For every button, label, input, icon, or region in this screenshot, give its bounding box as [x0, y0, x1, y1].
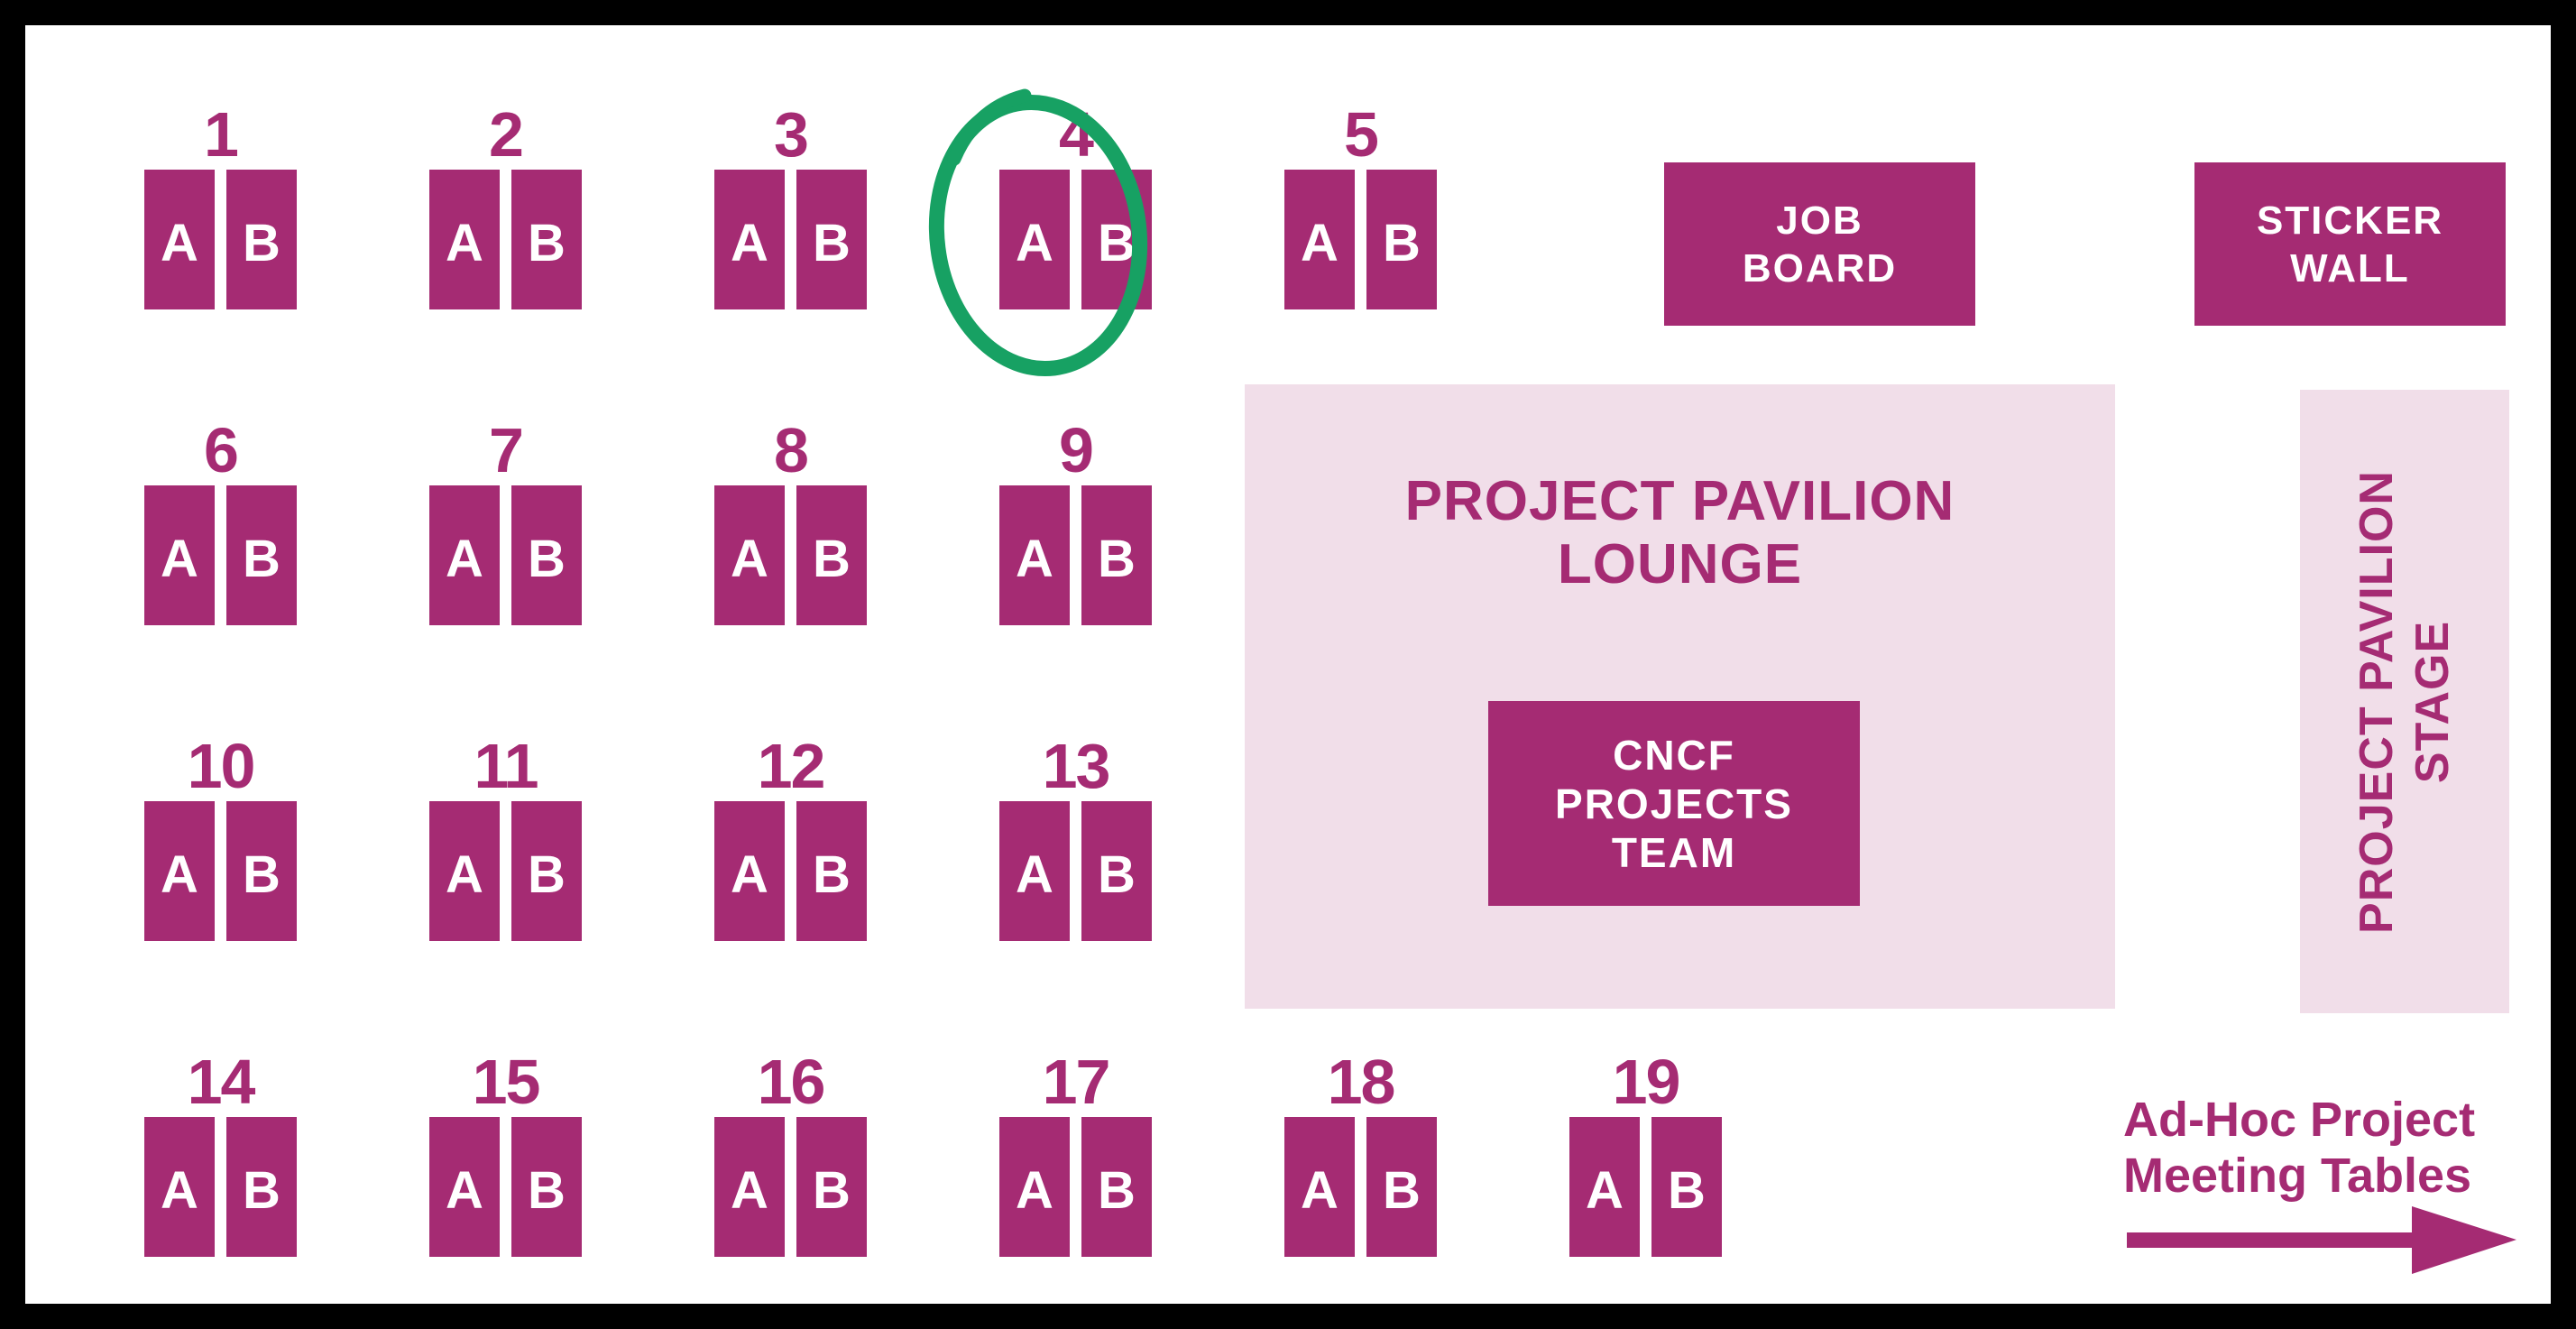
booth-7-unit-b: B: [511, 485, 582, 625]
booth-1-number: 1: [204, 99, 239, 170]
right-arrow-icon: [2127, 1206, 2516, 1274]
booth-16-unit-a: A: [714, 1117, 785, 1257]
highlight-circle-booth-4-icon: [928, 88, 1148, 377]
booth-9: 9 A B: [999, 418, 1152, 627]
job-board-label-line1: JOB: [1776, 198, 1863, 243]
booth-6-number: 6: [204, 415, 239, 485]
booth-19-number: 19: [1612, 1047, 1681, 1117]
booth-8-unit-b: B: [796, 485, 867, 625]
booth-3-unit-a: A: [714, 170, 785, 309]
booth-2: 2 A B: [429, 102, 582, 311]
booth-12-unit-b: B: [796, 801, 867, 941]
booth-7-number: 7: [489, 415, 524, 485]
job-board-label-line2: BOARD: [1742, 245, 1898, 291]
sticker-wall-label-line2: WALL: [2290, 245, 2410, 291]
booth-3-unit-b: B: [796, 170, 867, 309]
cncf-projects-team-box: CNCF PROJECTS TEAM: [1488, 701, 1860, 906]
booth-8-number: 8: [774, 415, 809, 485]
booth-15-unit-b: B: [511, 1117, 582, 1257]
booth-9-unit-b: B: [1081, 485, 1152, 625]
booth-2-unit-a: A: [429, 170, 500, 309]
booth-6: 6 A B: [144, 418, 297, 627]
booth-1-unit-b: B: [226, 170, 297, 309]
booth-14-number: 14: [187, 1047, 256, 1117]
booth-10-unit-b: B: [226, 801, 297, 941]
booth-13: 13 A B: [999, 734, 1152, 943]
booth-11: 11 A B: [429, 734, 582, 943]
booth-10: 10 A B: [144, 734, 297, 943]
booth-4-unit-a: A: [999, 170, 1070, 309]
booth-13-number: 13: [1042, 731, 1111, 801]
booth-15-number: 15: [472, 1047, 541, 1117]
booth-3-number: 3: [774, 99, 809, 170]
booth-12-unit-a: A: [714, 801, 785, 941]
booth-6-unit-a: A: [144, 485, 215, 625]
booth-7-unit-a: A: [429, 485, 500, 625]
booth-1: 1 A B: [144, 102, 297, 311]
booth-13-unit-a: A: [999, 801, 1070, 941]
booth-17-number: 17: [1042, 1047, 1111, 1117]
booth-16-number: 16: [757, 1047, 826, 1117]
sticker-wall-box: STICKER WALL: [2194, 162, 2506, 326]
project-pavilion-stage-area: PROJECT PAVILION STAGE: [2300, 390, 2509, 1013]
booth-15: 15 A B: [429, 1049, 582, 1259]
adhoc-note-line2: Meeting Tables: [2123, 1149, 2472, 1203]
booth-7: 7 A B: [429, 418, 582, 627]
booth-6-unit-b: B: [226, 485, 297, 625]
booth-12: 12 A B: [714, 734, 867, 943]
booth-5-unit-b: B: [1366, 170, 1437, 309]
booth-8-unit-a: A: [714, 485, 785, 625]
booth-17-unit-a: A: [999, 1117, 1070, 1257]
booth-19: 19 A B: [1569, 1049, 1722, 1259]
stage-label-line2: STAGE: [2406, 620, 2459, 783]
cncf-team-label-line2: PROJECTS: [1555, 780, 1793, 827]
booth-5-unit-a: A: [1284, 170, 1355, 309]
booth-2-unit-b: B: [511, 170, 582, 309]
booth-9-number: 9: [1059, 415, 1094, 485]
booth-8: 8 A B: [714, 418, 867, 627]
lounge-title-line2: LOUNGE: [1557, 533, 1803, 595]
lounge-title: PROJECT PAVILION LOUNGE: [1245, 470, 2115, 596]
project-pavilion-lounge-area: PROJECT PAVILION LOUNGE CNCF PROJECTS TE…: [1245, 384, 2115, 1009]
booth-5: 5 A B: [1284, 102, 1437, 311]
booth-5-number: 5: [1344, 99, 1379, 170]
stage-label: PROJECT PAVILION STAGE: [2349, 470, 2461, 934]
job-board-box: JOB BOARD: [1664, 162, 1975, 326]
booth-17: 17 A B: [999, 1049, 1152, 1259]
booth-12-number: 12: [757, 731, 826, 801]
booth-18-number: 18: [1327, 1047, 1396, 1117]
booth-3: 3 A B: [714, 102, 867, 311]
cncf-team-label-line1: CNCF: [1613, 731, 1735, 779]
booth-11-number: 11: [474, 731, 539, 801]
booth-2-number: 2: [489, 99, 524, 170]
booth-19-unit-b: B: [1651, 1117, 1722, 1257]
booth-1-unit-a: A: [144, 170, 215, 309]
booth-18: 18 A B: [1284, 1049, 1437, 1259]
booth-18-unit-b: B: [1366, 1117, 1437, 1257]
booth-10-number: 10: [187, 731, 256, 801]
sticker-wall-label-line1: STICKER: [2256, 198, 2444, 243]
booth-14: 14 A B: [144, 1049, 297, 1259]
adhoc-meeting-tables-note: Ad-Hoc Project Meeting Tables: [2123, 1092, 2475, 1204]
booth-11-unit-a: A: [429, 801, 500, 941]
booth-15-unit-a: A: [429, 1117, 500, 1257]
booth-14-unit-a: A: [144, 1117, 215, 1257]
cncf-team-label-line3: TEAM: [1611, 828, 1737, 876]
adhoc-note-line1: Ad-Hoc Project: [2123, 1093, 2476, 1147]
booth-11-unit-b: B: [511, 801, 582, 941]
lounge-title-line1: PROJECT PAVILION: [1404, 470, 1955, 532]
booth-18-unit-a: A: [1284, 1117, 1355, 1257]
booth-17-unit-b: B: [1081, 1117, 1152, 1257]
booth-19-unit-a: A: [1569, 1117, 1640, 1257]
booth-16: 16 A B: [714, 1049, 867, 1259]
stage-label-line1: PROJECT PAVILION: [2351, 469, 2403, 934]
booth-9-unit-a: A: [999, 485, 1070, 625]
booth-10-unit-a: A: [144, 801, 215, 941]
booth-13-unit-b: B: [1081, 801, 1152, 941]
booth-16-unit-b: B: [796, 1117, 867, 1257]
booth-14-unit-b: B: [226, 1117, 297, 1257]
